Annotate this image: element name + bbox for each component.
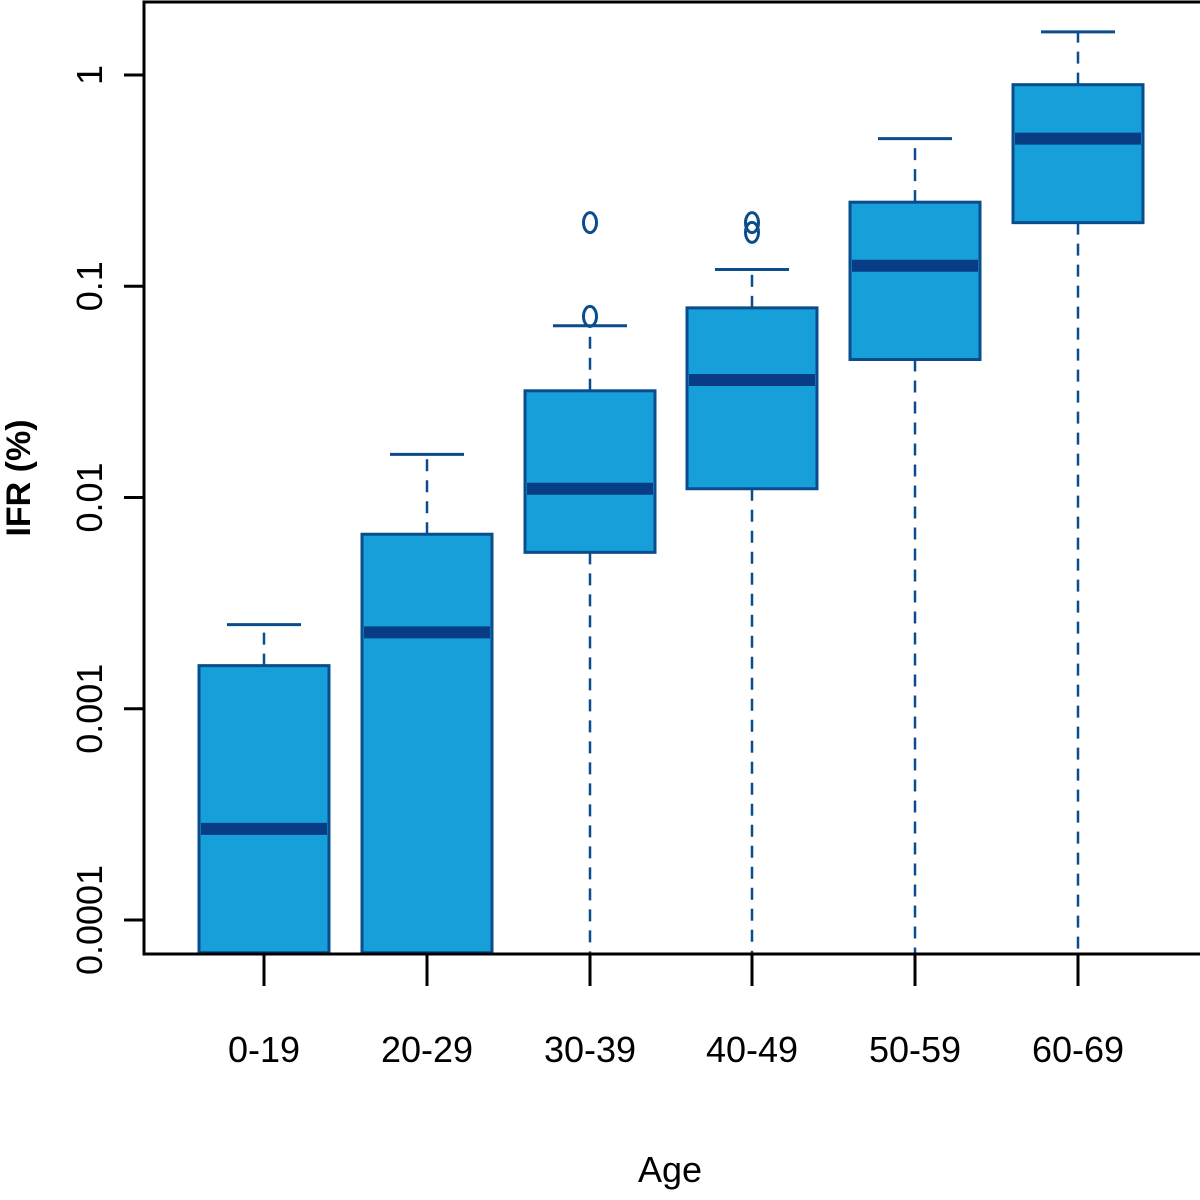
- y-tick-label: 0.001: [69, 664, 110, 754]
- iqr-box: [523, 389, 657, 554]
- x-axis-title: Age: [638, 1149, 702, 1190]
- y-tick-label: 1: [69, 65, 110, 85]
- x-tick-label: 30-39: [544, 1029, 636, 1070]
- iqr-box: [848, 200, 982, 362]
- x-tick-label: 50-59: [869, 1029, 961, 1070]
- plot-frame: [142, 0, 1200, 956]
- x-tick-label: 0-19: [228, 1029, 300, 1070]
- y-tick-label: 0.1: [69, 261, 110, 311]
- boxes-layer: [197, 30, 1145, 955]
- x-tick-label: 60-69: [1032, 1029, 1124, 1070]
- outlier-point: [582, 304, 598, 328]
- iqr-box: [360, 532, 494, 955]
- x-tick-label: 20-29: [381, 1029, 473, 1070]
- y-axis-title: IFR (%): [0, 419, 38, 536]
- box-0-19: [197, 623, 331, 955]
- iqr-box: [197, 664, 331, 955]
- outlier-point: [744, 220, 760, 244]
- iqr-box: [685, 306, 819, 491]
- box-20-29: [360, 452, 494, 955]
- y-tick-label: 0.01: [69, 462, 110, 532]
- x-tick-label: 40-49: [706, 1029, 798, 1070]
- box-50-59: [848, 137, 982, 953]
- box-40-49: [685, 211, 819, 953]
- outlier-point: [744, 211, 760, 235]
- y-tick-label: 0.0001: [69, 865, 110, 975]
- iqr-box: [1011, 83, 1145, 225]
- box-60-69: [1011, 30, 1145, 953]
- box-30-39: [523, 211, 657, 953]
- outlier-point: [582, 211, 598, 235]
- axes-layer: 0.0001 0.001 0.01 0.1 1 0-19 20-29 30-39 40-49 50…: [69, 0, 1200, 1070]
